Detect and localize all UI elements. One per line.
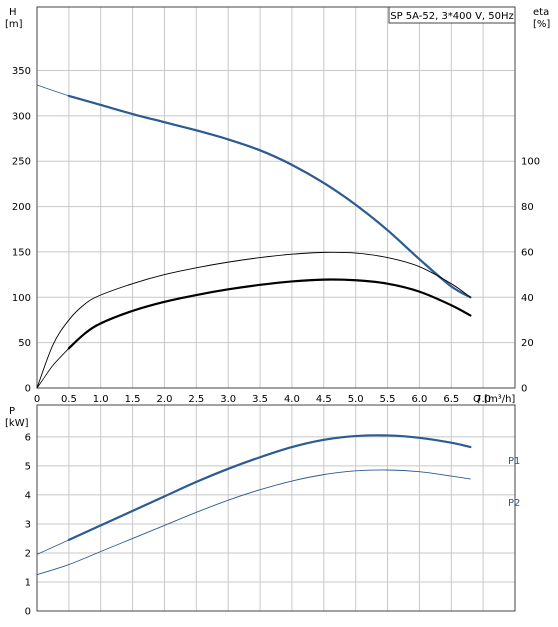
power-tick-label: 5 <box>25 461 31 472</box>
power-series-line-0 <box>67 434 472 542</box>
x-tick-label: 1.5 <box>125 394 141 405</box>
y-left-tick-label: 300 <box>12 111 31 122</box>
x-tick-label: 5.0 <box>348 394 364 405</box>
top-series-line-0 <box>67 94 472 299</box>
bottom-chart-tick-labels: 0 1 2 3 4 5 6 <box>25 432 31 617</box>
x-tick-label: 0 <box>34 394 40 405</box>
bottom-chart-frame <box>36 404 516 612</box>
y-left-axis-label: H <box>9 7 17 18</box>
power-series-line-2 <box>36 469 471 576</box>
y-right-tick-label: 60 <box>521 247 534 258</box>
power-axis-unit: [kW] <box>5 418 29 429</box>
legend-label-p2: P2 <box>508 498 520 509</box>
x-tick-label: 4.0 <box>284 394 300 405</box>
x-tick-label: 3.0 <box>220 394 236 405</box>
y-left-tick-label: 250 <box>12 157 31 168</box>
x-tick-label: 1.0 <box>93 394 109 405</box>
top-series-line-2 <box>36 251 471 389</box>
power-tick-label: 2 <box>25 549 31 560</box>
y-left-axis-unit: [m] <box>5 19 23 30</box>
y-left-tick-label: 0 <box>25 384 31 395</box>
power-tick-label: 1 <box>25 578 31 589</box>
top-chart-frame <box>36 6 516 389</box>
top-series-line-1 <box>36 84 70 97</box>
x-tick-label: 0.5 <box>61 394 77 405</box>
y-left-tick-label: 50 <box>18 338 31 349</box>
top-chart-series <box>36 84 472 389</box>
x-tick-label: 7.0 <box>475 394 491 405</box>
power-axis-label: P <box>9 406 15 417</box>
y-right-axis-unit: [%] <box>533 19 550 30</box>
chart-title-box: SP 5A-52, 3*400 V, 50Hz <box>388 6 516 24</box>
y-right-tick-label: 0 <box>521 384 527 395</box>
power-tick-label: 0 <box>25 607 31 618</box>
top-series-line-4 <box>36 347 70 389</box>
x-axis-label: Q [m³/h] <box>473 394 515 405</box>
x-tick-label: 2.0 <box>157 394 173 405</box>
power-tick-label: 6 <box>25 432 31 443</box>
x-tick-label: 5.5 <box>380 394 396 405</box>
x-tick-label: 6.0 <box>411 394 427 405</box>
y-right-axis-label: eta <box>533 7 549 18</box>
bottom-chart-series <box>36 434 472 576</box>
x-tick-label: 3.5 <box>252 394 268 405</box>
power-series-line-1 <box>36 539 70 555</box>
y-right-tick-label: 80 <box>521 202 534 213</box>
power-tick-label: 3 <box>25 520 31 531</box>
y-right-tick-label: 100 <box>521 157 540 168</box>
top-series-line-3 <box>67 278 472 350</box>
bottom-chart-grid <box>37 405 515 611</box>
y-left-tick-label: 150 <box>12 247 31 258</box>
y-right-tick-label: 40 <box>521 293 534 304</box>
x-tick-label: 2.5 <box>188 394 204 405</box>
y-left-tick-label: 200 <box>12 202 31 213</box>
legend-label-p1: P1 <box>508 456 520 467</box>
top-chart-tick-labels: 0 0.5 1.0 1.5 2.0 2.5 3.0 3.5 4.0 4.5 5.0 5.5 6.0 6.5… <box>12 66 540 405</box>
y-right-tick-label: 20 <box>521 338 534 349</box>
top-chart-grid <box>37 7 515 388</box>
y-left-tick-label: 100 <box>12 293 31 304</box>
x-tick-label: 4.5 <box>316 394 332 405</box>
chart-title: SP 5A-52, 3*400 V, 50Hz <box>390 11 514 22</box>
x-tick-label: 6.5 <box>443 394 459 405</box>
y-left-tick-label: 350 <box>12 66 31 77</box>
power-tick-label: 4 <box>25 490 31 501</box>
